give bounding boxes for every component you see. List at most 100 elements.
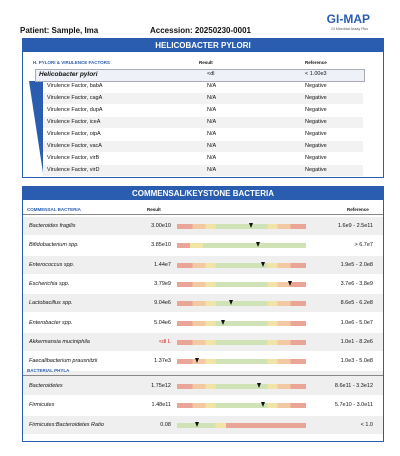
marker: [249, 223, 254, 228]
column-header: Reference: [347, 207, 369, 212]
row-result: 1.48e11: [151, 402, 171, 409]
row-result: <dl: [207, 71, 215, 77]
row-reference: Negative: [305, 95, 327, 101]
row-name: Firmicutes: [29, 402, 55, 409]
row-reference: Negative: [305, 143, 327, 149]
row-result: 3.85e10: [151, 242, 171, 249]
row-reference: < 1.00e3: [305, 71, 327, 77]
row-name: Lactobacillus spp.: [29, 300, 73, 307]
h-pylori-panel: HELICOBACTER PYLORI H. PYLORI & VIRULENC…: [22, 38, 384, 178]
row-result: N/A: [207, 119, 217, 125]
wedge: [29, 81, 43, 173]
row-result: N/A: [207, 107, 217, 113]
gauge: [177, 403, 306, 409]
marker: [220, 319, 225, 325]
patient: Patient: Sample, Ima: [20, 26, 99, 35]
row-name: Enterococcus spp.: [29, 261, 75, 268]
row-result: 1.75e12: [151, 383, 171, 389]
rule: [23, 375, 383, 376]
row-name: Virulence Factor, virD: [47, 167, 100, 173]
row-name: Bacteroidetes: [29, 383, 63, 389]
row-reference: 3.7e6 - 3.8e9: [340, 280, 373, 287]
row-name: Firmicutes:Bacteroidetes Ratio: [29, 421, 104, 428]
row-result: N/A: [207, 155, 217, 161]
row-name: Bacteroides fragilis: [29, 223, 76, 229]
row-reference: Negative: [305, 155, 327, 161]
row-reference: 8.6e5 - 6.2e8: [340, 300, 373, 307]
row-name: Escherichia spp.: [29, 280, 70, 287]
row-result: 3.00e10: [151, 223, 171, 229]
row-reference: Negative: [305, 107, 327, 113]
row-name: Bifidobacterium spp.: [29, 242, 79, 249]
row-name: Virulence Factor, iceA: [47, 119, 101, 125]
gauge: [177, 281, 306, 287]
row-reference: 1.0e3 - 5.0e8: [340, 358, 373, 365]
row-name: Virulence Factor, dupA: [47, 107, 103, 113]
column-header: H. PYLORI & VIRULENCE FACTORS: [33, 60, 110, 65]
rule: [23, 214, 383, 215]
row-bg: [43, 165, 363, 176]
row-name: Virulence Factor, virB: [47, 155, 100, 161]
row-name: Virulence Factor, babA: [47, 83, 103, 89]
row-name: Virulence Factor, oipA: [47, 131, 101, 137]
row-reference: 8.6e11 - 3.3e12: [334, 383, 373, 389]
section-title: COMMENSAL/KEYSTONE BACTERIA: [23, 187, 383, 200]
row-result: 1.44e7: [154, 261, 171, 268]
row-name: Helicobacter pylori: [39, 71, 98, 78]
row-result: 9.04e6: [154, 300, 171, 307]
row-bg: [43, 93, 363, 104]
commensal-panel: COMMENSAL/KEYSTONE BACTERIA COMMENSAL BA…: [22, 186, 384, 442]
row-result: 0.08: [160, 421, 171, 428]
row-result: N/A: [207, 83, 217, 89]
row-reference: Negative: [305, 119, 327, 125]
accession: Accession: 20250230-0001: [150, 26, 251, 35]
gauge: [177, 224, 306, 229]
row-reference: 1.6e9 - 2.5e11: [337, 223, 373, 229]
marker: [195, 358, 200, 364]
row-reference: < 1.0: [360, 421, 373, 428]
gauge: [177, 384, 306, 389]
row-result: 5.04e6: [154, 319, 171, 326]
column-header: COMMENSAL BACTERIA: [27, 207, 81, 212]
marker: [228, 300, 233, 306]
row-name: Virulence Factor, cagA: [47, 95, 103, 101]
row-result: N/A: [207, 131, 217, 137]
marker: [260, 261, 265, 267]
logo-subtitle: GI Microbial Assay Plus: [331, 27, 368, 31]
row-reference: Negative: [305, 131, 327, 137]
marker: [195, 421, 200, 427]
gauge: [177, 359, 306, 365]
row-name: Enterobacter spp.: [29, 319, 73, 326]
gauge: [177, 262, 306, 268]
row-reference: > 6.7e7: [354, 242, 373, 249]
logo: GI-MAP: [326, 12, 370, 26]
row-reference: 1.9e5 - 2.0e8: [340, 261, 373, 268]
marker: [255, 242, 260, 248]
column-header: Result: [147, 207, 161, 212]
gauge: [177, 320, 306, 326]
gauge: [177, 243, 306, 249]
row-reference: 1.0e6 - 5.0e7: [340, 319, 373, 326]
marker: [257, 383, 262, 388]
row-reference: Negative: [305, 167, 327, 173]
row-bg: [35, 69, 365, 82]
column-header: Result: [199, 60, 213, 65]
row-bg: [43, 117, 363, 128]
section-title: HELICOBACTER PYLORI: [23, 39, 383, 52]
gauge: [177, 301, 306, 307]
row-reference: 5.7e10 - 3.0e11: [334, 402, 373, 409]
row-result: 3.79e9: [154, 280, 171, 287]
marker: [260, 402, 265, 408]
row-name: Akkermansia muciniphila: [29, 338, 90, 345]
row-reference: 1.0e1 - 8.2e6: [340, 338, 373, 345]
marker: [288, 280, 293, 286]
row-result: N/A: [207, 143, 217, 149]
row-bg: [43, 141, 363, 152]
row-result: N/A: [207, 95, 217, 101]
column-header: Reference: [305, 60, 327, 65]
row-name: Faecalibacterium prausnitzii: [29, 358, 98, 365]
row-result: 1.37e3: [154, 358, 171, 365]
gauge: [177, 339, 306, 345]
row-result: <dl L: [158, 338, 171, 345]
